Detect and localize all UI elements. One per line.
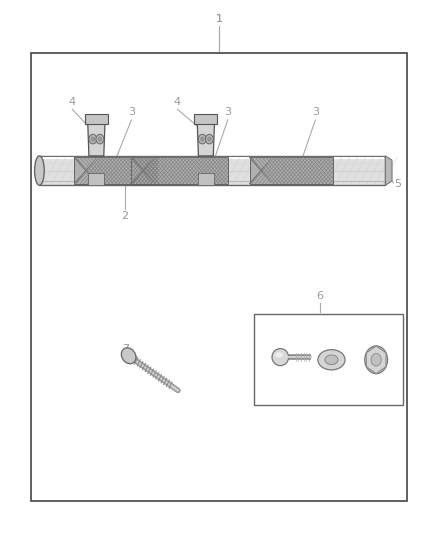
Bar [131,157,228,184]
Ellipse shape [35,156,44,185]
Circle shape [89,134,97,144]
Text: 4: 4 [69,96,76,107]
Text: 7: 7 [122,344,129,354]
Ellipse shape [272,349,289,366]
Text: 3: 3 [224,107,231,117]
Polygon shape [366,346,386,374]
Text: 5: 5 [394,179,401,189]
Circle shape [201,137,204,141]
Text: 4: 4 [174,96,181,107]
Polygon shape [88,118,105,156]
Text: 1: 1 [215,14,223,24]
Circle shape [96,134,104,144]
Text: 1: 1 [215,14,223,24]
Bar [198,173,214,185]
Circle shape [371,353,381,366]
Text: 6: 6 [316,291,323,301]
Ellipse shape [275,352,283,358]
Ellipse shape [121,348,136,364]
Circle shape [98,137,102,141]
Polygon shape [197,118,215,156]
Circle shape [208,137,211,141]
Circle shape [91,137,95,141]
Bar [194,114,217,124]
Bar [250,157,333,184]
Text: 2: 2 [121,211,128,221]
Bar [31,53,407,501]
Circle shape [205,134,213,144]
Bar [85,114,108,124]
Bar [88,173,104,185]
Ellipse shape [325,355,338,365]
Bar [39,156,385,185]
Bar [254,314,403,405]
Circle shape [365,346,388,374]
Bar [74,157,158,184]
Text: 3: 3 [128,107,135,117]
Circle shape [198,134,206,144]
Polygon shape [385,156,392,185]
Ellipse shape [318,350,345,370]
Text: 3: 3 [312,107,319,117]
